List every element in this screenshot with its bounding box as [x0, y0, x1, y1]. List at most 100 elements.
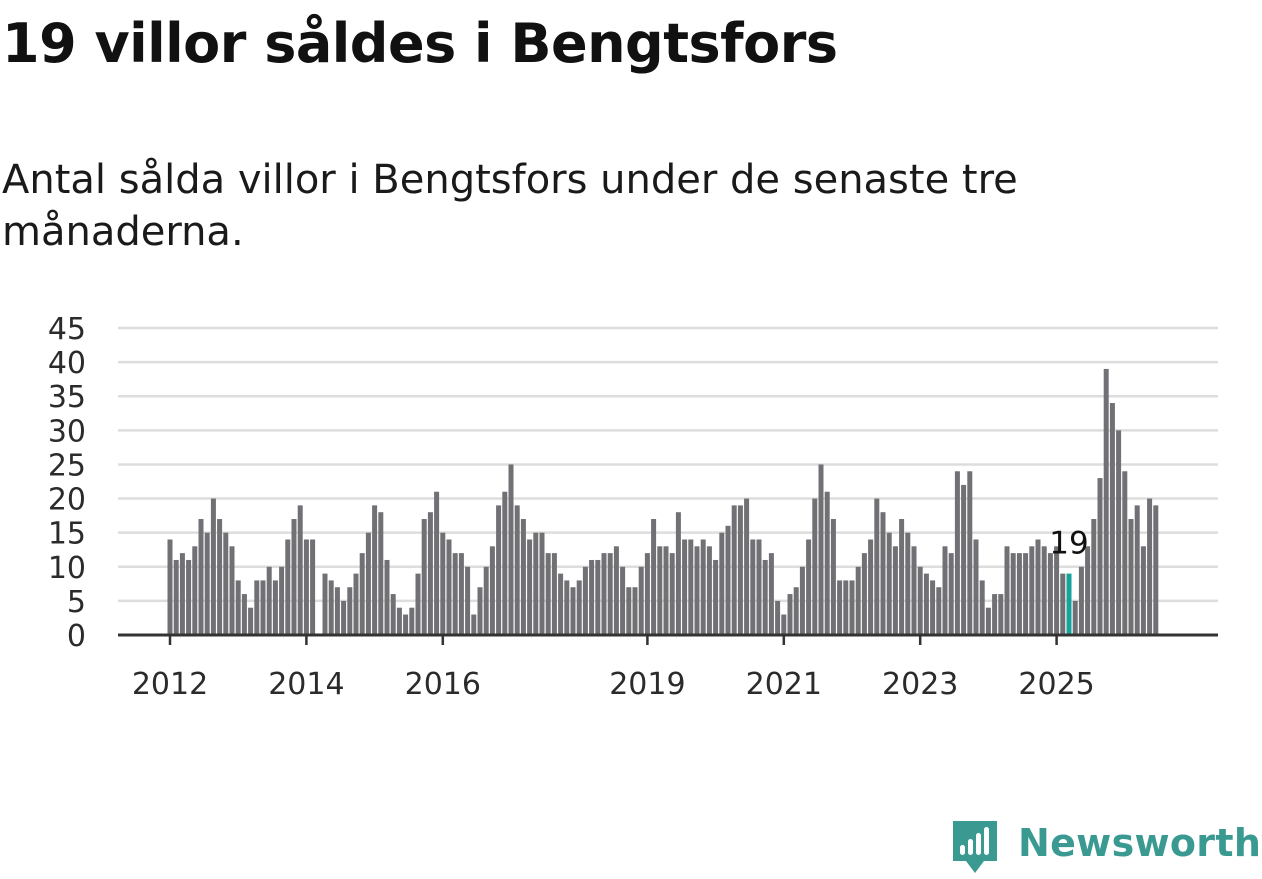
bar	[1047, 553, 1053, 635]
bar	[830, 519, 836, 635]
bar	[905, 532, 911, 635]
bar	[979, 580, 985, 635]
bar	[688, 539, 694, 635]
bar	[626, 587, 632, 635]
bar	[868, 539, 874, 635]
bar	[725, 525, 731, 635]
bar	[756, 539, 762, 635]
bar	[341, 600, 347, 635]
bar	[223, 532, 229, 635]
bar	[533, 532, 539, 635]
bar	[198, 519, 204, 635]
bar	[564, 580, 570, 635]
bar	[1116, 430, 1122, 635]
newsworthy-logo-icon	[953, 821, 997, 873]
bar	[477, 587, 483, 635]
bar	[217, 519, 223, 635]
bar	[961, 484, 967, 635]
bar	[279, 566, 285, 635]
x-tick-label-2023: 2023	[882, 667, 958, 702]
bar	[607, 553, 613, 635]
bar	[1035, 539, 1041, 635]
bar	[781, 614, 787, 635]
bar	[520, 519, 526, 635]
bar	[855, 566, 861, 635]
bar	[731, 505, 737, 635]
y-tick-label-30: 30	[48, 414, 86, 449]
bar	[558, 573, 564, 635]
bar	[502, 491, 508, 635]
bar	[644, 553, 650, 635]
bar	[551, 553, 557, 635]
bar	[1128, 519, 1134, 635]
bar	[793, 587, 799, 635]
bar	[737, 505, 743, 635]
bar	[582, 566, 588, 635]
y-tick-label-45: 45	[48, 312, 86, 347]
bar	[347, 587, 353, 635]
bar	[595, 559, 601, 635]
bar	[899, 519, 905, 635]
bar	[421, 519, 427, 635]
y-tick-label-25: 25	[48, 448, 86, 483]
bar	[1041, 546, 1047, 635]
bar	[1091, 519, 1097, 635]
bar	[266, 566, 272, 635]
bar	[812, 498, 818, 635]
x-tick-label-2021: 2021	[746, 667, 822, 702]
x-tick-label-2025: 2025	[1018, 667, 1094, 702]
bar	[713, 559, 719, 635]
bar	[998, 594, 1004, 635]
bar	[886, 532, 892, 635]
bar	[285, 539, 291, 635]
bar	[837, 580, 843, 635]
bar	[186, 559, 192, 635]
bar	[229, 546, 235, 635]
bar	[1054, 546, 1060, 635]
bar	[787, 594, 793, 635]
bar	[762, 559, 768, 635]
bar	[241, 594, 247, 635]
bar	[638, 566, 644, 635]
bar	[291, 519, 297, 635]
bar	[303, 539, 309, 635]
bar	[446, 539, 452, 635]
bar	[204, 532, 210, 635]
bar	[496, 505, 502, 635]
bar	[601, 553, 607, 635]
bar	[576, 580, 582, 635]
bar	[744, 498, 750, 635]
bar	[1023, 553, 1029, 635]
bar	[248, 607, 254, 635]
bar	[254, 580, 260, 635]
bar	[669, 553, 675, 635]
bar	[892, 546, 898, 635]
bar	[806, 539, 812, 635]
bar	[1078, 566, 1084, 635]
bar	[483, 566, 489, 635]
bar	[613, 546, 619, 635]
bar	[985, 607, 991, 635]
x-axis: 2012 2014 2016 2019 2021 2023 2025	[118, 633, 1218, 702]
bar	[440, 532, 446, 635]
bar	[514, 505, 520, 635]
bar	[1010, 553, 1016, 635]
bar	[310, 539, 316, 635]
bar	[1147, 498, 1153, 635]
bar	[948, 553, 954, 635]
y-tick-label-20: 20	[48, 483, 86, 518]
bar	[272, 580, 278, 635]
bar	[942, 546, 948, 635]
x-tick-label-2016: 2016	[405, 667, 481, 702]
bar	[694, 546, 700, 635]
newsworthy-brand: Newsworthy	[950, 815, 1262, 879]
bar	[328, 580, 334, 635]
bar	[843, 580, 849, 635]
bar	[818, 464, 824, 635]
bar	[210, 498, 216, 635]
bar	[911, 546, 917, 635]
bar	[390, 594, 396, 635]
bar	[1140, 546, 1146, 635]
